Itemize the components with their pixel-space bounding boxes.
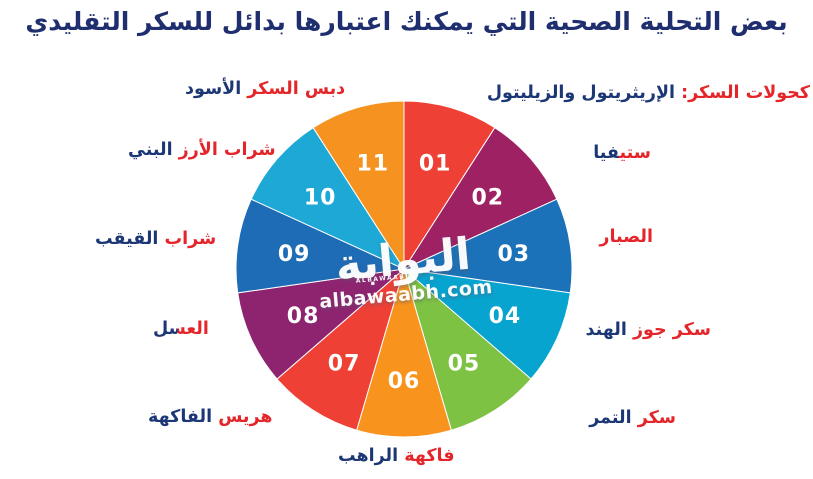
pie-slice-number-06: 06 <box>388 369 421 394</box>
label-monk-fruit-rest: الراهب <box>338 446 399 466</box>
pie-slice-01 <box>403 100 496 271</box>
label-fruit-puree-keyword: هريس <box>218 407 273 427</box>
pie-slice-number-09: 09 <box>278 242 311 267</box>
pie-slice-11 <box>312 100 405 271</box>
pie-slice-number-02: 02 <box>471 185 504 210</box>
label-sugar-alcohols-keyword: كحولات السكر: <box>681 83 810 103</box>
label-honey: العسل <box>153 318 209 342</box>
pie-slice-number-11: 11 <box>356 152 389 177</box>
pie-slice-number-04: 04 <box>489 304 522 329</box>
label-sugar-alcohols: كحولات السكر: الإريثريتول والزيليتول <box>487 82 810 106</box>
pie-slice-number-01: 01 <box>419 152 452 177</box>
pie-slice-number-08: 08 <box>287 304 320 329</box>
label-aloe: الصبار <box>599 226 653 250</box>
label-monk-fruit-keyword: فاكهة <box>404 446 455 466</box>
page-title: بعض التحلية الصحية التي يمكنك اعتبارها ب… <box>25 7 788 36</box>
label-brown-rice-syrup-keyword: شراب الأرز <box>178 140 276 160</box>
label-sugar-alcohols-rest: الإريثريتول والزيليتول <box>486 83 675 103</box>
pie-slice-08 <box>237 268 406 380</box>
label-stevia: ستيفيا <box>593 142 651 166</box>
pie-slice-03 <box>402 198 573 294</box>
label-molasses: دبس السكر الأسود <box>185 78 345 102</box>
label-coconut-sugar-keyword: سكر جوز <box>632 320 711 340</box>
label-molasses-rest: الأسود <box>185 79 242 99</box>
label-fruit-puree: هريس الفاكهة <box>148 406 273 430</box>
pie-chart-container: 01 02 03 04 05 06 07 08 09 10 11 <box>234 99 574 439</box>
label-monk-fruit: فاكهة الراهب <box>338 445 455 469</box>
pie-slice-09 <box>235 198 406 294</box>
label-date-sugar-rest: التمر <box>589 408 632 428</box>
label-date-sugar-keyword: سكر <box>637 408 676 428</box>
pie-slice-04 <box>402 268 571 380</box>
pie-slice-06 <box>356 267 452 438</box>
label-fruit-puree-rest: الفاكهة <box>148 407 213 427</box>
label-maple-syrup-rest: القيقب <box>95 229 159 249</box>
label-date-sugar: سكر التمر <box>589 407 676 431</box>
label-coconut-sugar-rest: الهند <box>585 320 627 340</box>
pie-slice-10 <box>250 126 406 271</box>
pie-slice-02 <box>402 126 558 271</box>
pie-slice-number-03: 03 <box>497 242 530 267</box>
label-coconut-sugar: سكر جوز الهند <box>586 319 712 343</box>
pie-slice-number-05: 05 <box>448 351 481 376</box>
pie-slice-number-10: 10 <box>304 185 337 210</box>
label-aloe-text: الصبار <box>599 227 653 247</box>
pie-slice-05 <box>403 267 532 431</box>
label-maple-syrup-keyword: شراب <box>164 229 217 249</box>
pie-chart: 01 02 03 04 05 06 07 08 09 10 11 <box>235 100 573 438</box>
label-maple-syrup: شراب القيقب <box>95 228 216 252</box>
label-stevia-text: ستيفيا <box>593 143 651 163</box>
label-brown-rice-syrup: شراب الأرز البني <box>128 139 276 163</box>
pie-slice-number-07: 07 <box>328 351 361 376</box>
label-molasses-keyword: دبس السكر <box>247 79 346 99</box>
pie-slice-07 <box>276 267 405 431</box>
label-honey-text: العسل <box>153 319 209 339</box>
label-brown-rice-syrup-rest: البني <box>128 140 173 160</box>
